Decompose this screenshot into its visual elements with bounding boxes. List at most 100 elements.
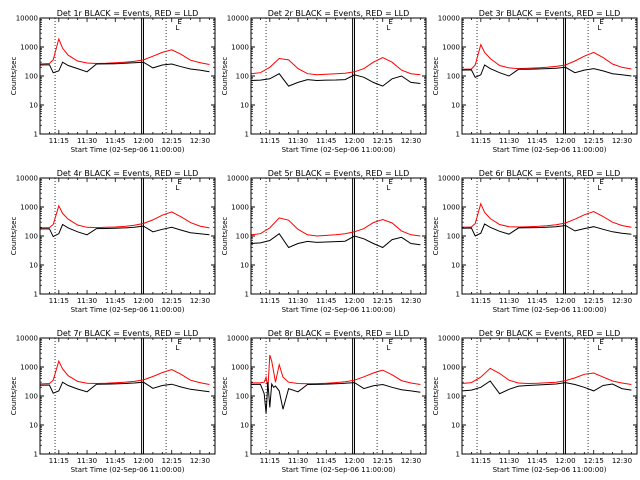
x-tick-label: 12:15 [373, 457, 393, 465]
x-tick-label: 12:15 [584, 297, 604, 305]
legend-glyph-events: E [388, 18, 392, 26]
y-tick-label: 10000 [16, 15, 38, 23]
y-tick-label: 1 [245, 131, 249, 139]
legend-glyph-events: E [177, 178, 181, 186]
x-tick-label: 12:00 [344, 137, 364, 145]
plot-frame [461, 177, 638, 295]
x-tick-label: 12:30 [190, 297, 210, 305]
y-tick-label: 10 [240, 422, 249, 430]
x-axis-label: Start Time (02-Sep-06 11:00:00) [282, 306, 396, 314]
legend-glyph-events: E [177, 18, 181, 26]
x-axis-label: Start Time (02-Sep-06 11:00:00) [493, 146, 607, 154]
series-line-lld [461, 202, 632, 228]
x-tick-label: 12:00 [555, 297, 575, 305]
x-axis-label: Start Time (02-Sep-06 11:00:00) [493, 466, 607, 474]
x-tick-label: 12:30 [612, 297, 632, 305]
y-tick-label: 1 [34, 451, 38, 459]
chart-title: Det 5r BLACK = Events, RED = LLD [268, 169, 410, 178]
x-tick-label: 11:15 [260, 457, 280, 465]
y-tick-label: 1 [456, 451, 460, 459]
x-tick-label: 11:15 [471, 457, 491, 465]
plot-frame [461, 337, 638, 455]
x-tick-label: 11:30 [77, 137, 97, 145]
x-tick-label: 11:45 [316, 297, 336, 305]
series-line-events [461, 223, 632, 237]
y-tick-label: 100 [447, 233, 460, 241]
chart-title: Det 7r BLACK = Events, RED = LLD [57, 329, 199, 338]
series-line-lld [39, 359, 210, 385]
chart-title: Det 1r BLACK = Events, RED = LLD [57, 9, 199, 18]
x-tick-label: 12:00 [555, 137, 575, 145]
y-axis-label: Counts/sec [432, 57, 440, 96]
y-axis-label: Counts/sec [10, 217, 18, 256]
legend-glyph-events: E [599, 338, 603, 346]
x-tick-label: 11:15 [49, 137, 69, 145]
y-tick-label: 1000 [442, 204, 460, 212]
chart-panel-4: Det 4r BLACK = Events, RED = LLD 1 10 100 10… [10, 169, 216, 314]
legend-glyph-events: E [388, 338, 392, 346]
chart-title: Det 9r BLACK = Events, RED = LLD [479, 329, 621, 338]
x-tick-label: 11:45 [105, 457, 125, 465]
chart-panel-2: Det 2r BLACK = Events, RED = LLD 1 10 100 10… [221, 9, 427, 154]
x-tick-label: 11:30 [77, 457, 97, 465]
x-tick-label: 12:15 [584, 457, 604, 465]
legend-glyph-lld: L [597, 184, 601, 192]
chart-panel-7: Det 7r BLACK = Events, RED = LLD 1 10 100 10… [10, 329, 216, 474]
y-tick-label: 1000 [442, 44, 460, 52]
y-tick-label: 100 [25, 393, 38, 401]
y-tick-label: 10 [240, 262, 249, 270]
series-line-lld [39, 37, 210, 65]
legend-glyph-events: E [599, 178, 603, 186]
series-line-lld [39, 204, 210, 229]
x-tick-label: 12:30 [612, 457, 632, 465]
series-line-events [39, 381, 210, 394]
chart-panel-8: Det 8r BLACK = Events, RED = LLD 1 10 100 10… [221, 329, 427, 474]
chart-title: Det 3r BLACK = Events, RED = LLD [479, 9, 621, 18]
series-line-events [250, 232, 421, 249]
series-line-events [461, 64, 632, 78]
y-tick-label: 100 [25, 73, 38, 81]
legend-glyph-events: E [388, 178, 392, 186]
series-line-events [39, 61, 210, 74]
plot-frame [250, 337, 427, 455]
y-tick-label: 1 [456, 131, 460, 139]
y-tick-label: 10000 [438, 335, 460, 343]
y-tick-label: 10 [451, 422, 460, 430]
y-tick-label: 1000 [20, 44, 38, 52]
y-tick-label: 100 [236, 233, 249, 241]
y-tick-label: 1 [34, 131, 38, 139]
y-tick-label: 10000 [16, 335, 38, 343]
legend-glyph-lld: L [386, 24, 390, 32]
x-axis-label: Start Time (02-Sep-06 11:00:00) [71, 146, 185, 154]
y-tick-label: 1000 [231, 204, 249, 212]
y-tick-label: 1000 [231, 44, 249, 52]
x-tick-label: 12:00 [133, 137, 153, 145]
x-tick-label: 12:00 [133, 457, 153, 465]
series-line-events [39, 223, 210, 238]
plot-frame [461, 17, 638, 135]
y-tick-label: 100 [25, 233, 38, 241]
x-tick-label: 12:00 [555, 457, 575, 465]
x-tick-label: 11:45 [105, 137, 125, 145]
legend-glyph-lld: L [597, 24, 601, 32]
chart-title: Det 4r BLACK = Events, RED = LLD [57, 169, 199, 178]
chart-panel-5: Det 5r BLACK = Events, RED = LLD 1 10 100 10… [221, 169, 427, 314]
legend-glyph-lld: L [386, 344, 390, 352]
plot-frame [39, 17, 216, 135]
chart-panel-9: Det 9r BLACK = Events, RED = LLD 1 10 100 10… [432, 329, 638, 474]
x-tick-label: 11:30 [499, 137, 519, 145]
legend-glyph-lld: L [175, 24, 179, 32]
chart-title: Det 8r BLACK = Events, RED = LLD [268, 329, 410, 338]
chart-panel-1: Det 1r BLACK = Events, RED = LLD 1 10 100 10… [10, 9, 216, 154]
y-tick-label: 10000 [227, 15, 249, 23]
y-axis-label: Counts/sec [10, 57, 18, 96]
x-axis-label: Start Time (02-Sep-06 11:00:00) [282, 146, 396, 154]
x-tick-label: 12:00 [133, 297, 153, 305]
y-axis-label: Counts/sec [432, 217, 440, 256]
y-tick-label: 100 [236, 393, 249, 401]
x-tick-label: 11:30 [288, 297, 308, 305]
y-axis-label: Counts/sec [221, 377, 229, 416]
plot-frame [39, 177, 216, 295]
x-tick-label: 12:30 [401, 457, 421, 465]
x-tick-label: 11:45 [527, 297, 547, 305]
